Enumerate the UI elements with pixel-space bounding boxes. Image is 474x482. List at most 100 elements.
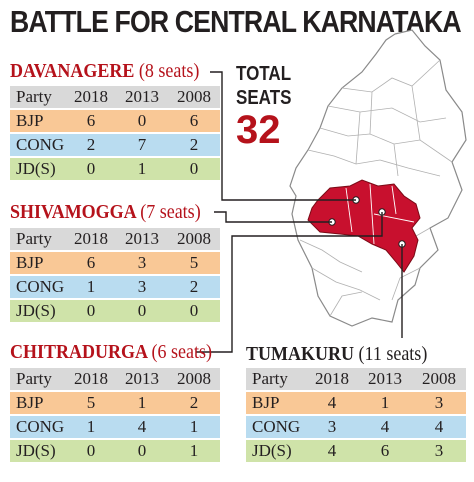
header-cell: 2018 [66,86,116,108]
seat-cell: 6 [358,440,412,462]
table-row-bjp: BJP 5 1 2 [10,392,220,414]
region-name: TUMAKURU [246,343,354,365]
seat-cell: 1 [66,416,116,438]
table-row-bjp: BJP 4 1 3 [246,392,466,414]
seat-cell: 0 [116,440,168,462]
table-row-cong: CONG 2 7 2 [10,134,220,156]
party-cell: BJP [246,392,306,414]
results-table-shivamogga: Party 2018 2013 2008 BJP 6 3 5 CONG 1 3 … [10,226,220,324]
party-cell: JD(S) [10,300,66,322]
header-cell: 2008 [168,86,220,108]
seat-cell: 0 [66,440,116,462]
region-name: DAVANAGERE [10,60,135,82]
page-title: BATTLE FOR CENTRAL KARNATAKA [10,4,462,39]
region-title-chitradurga: CHITRADURGA (6 seats) [10,341,212,364]
seat-cell: 0 [116,110,168,132]
header-cell: 2013 [116,228,168,250]
leader-line-chitradurga [196,212,383,353]
leader-line-shivamogga [214,211,332,223]
seat-cell: 5 [168,252,220,274]
party-cell: CONG [10,276,66,298]
results-table-davanagere: Party 2018 2013 2008 BJP 6 0 6 CONG 2 7 … [10,84,220,182]
seat-cell: 2 [168,392,220,414]
region-title-shivamogga: SHIVAMOGGA (7 seats) [10,201,201,224]
total-label-line-2: SEATS [236,87,292,109]
party-cell: CONG [246,416,306,438]
seat-cell: 0 [66,300,116,322]
header-cell: 2013 [116,86,168,108]
table-row-jds: JD(S) 0 1 0 [10,158,220,180]
seat-cell: 1 [116,158,168,180]
header-cell: 2008 [168,368,220,390]
table-row-jds: JD(S) 0 0 0 [10,300,220,322]
seat-cell: 4 [412,416,466,438]
header-cell: 2018 [66,368,116,390]
district-markers [328,196,406,248]
header-cell: Party [10,228,66,250]
region-title-tumakuru: TUMAKURU (11 seats) [246,343,427,366]
seat-cell: 1 [66,276,116,298]
total-seats-label: TOTAL SEATS [236,62,291,110]
seat-cell: 3 [412,440,466,462]
seat-cell: 1 [116,392,168,414]
table-row-jds: JD(S) 0 0 1 [10,440,220,462]
region-name: SHIVAMOGGA [10,201,136,223]
table-header-row: Party 2018 2013 2008 [10,228,220,250]
leader-line-davanagere [210,71,356,201]
party-cell: BJP [10,252,66,274]
seat-cell: 1 [358,392,412,414]
seat-cell: 4 [306,392,358,414]
district-borders [299,59,453,317]
seat-cell: 2 [168,276,220,298]
seat-cell: 7 [116,134,168,156]
party-cell: BJP [10,392,66,414]
seat-cell: 3 [116,252,168,274]
party-cell: BJP [10,110,66,132]
header-cell: 2013 [116,368,168,390]
region-title-davanagere: DAVANAGERE (8 seats) [10,60,199,83]
table-row-cong: CONG 1 4 1 [10,416,220,438]
seat-cell: 4 [358,416,412,438]
header-cell: 2008 [412,368,466,390]
seat-cell: 0 [116,300,168,322]
party-cell: JD(S) [246,440,306,462]
seat-cell: 2 [66,134,116,156]
seat-cell: 6 [168,110,220,132]
party-cell: CONG [10,416,66,438]
table-row-bjp: BJP 6 0 6 [10,110,220,132]
state-outline [289,29,467,327]
header-cell: 2008 [168,228,220,250]
results-table-chitradurga: Party 2018 2013 2008 BJP 5 1 2 CONG 1 4 … [10,366,220,464]
header-cell: 2018 [66,228,116,250]
region-seats: (7 seats) [140,201,201,223]
seat-cell: 6 [66,110,116,132]
seat-cell: 5 [66,392,116,414]
total-label-line-1: TOTAL [236,63,292,85]
seat-cell: 1 [168,416,220,438]
seat-cell: 2 [168,134,220,156]
header-cell: 2013 [358,368,412,390]
seat-cell: 3 [412,392,466,414]
seat-cell: 3 [116,276,168,298]
header-cell: 2018 [306,368,358,390]
seat-cell: 0 [66,158,116,180]
party-cell: JD(S) [10,440,66,462]
table-row-cong: CONG 1 3 2 [10,276,220,298]
seat-cell: 4 [306,440,358,462]
seat-cell: 6 [66,252,116,274]
seat-cell: 1 [168,440,220,462]
header-cell: Party [246,368,306,390]
header-cell: Party [10,368,66,390]
seat-cell: 3 [306,416,358,438]
region-seats: (6 seats) [151,341,213,363]
seat-cell: 0 [168,300,220,322]
table-row-bjp: BJP 6 3 5 [10,252,220,274]
table-row-jds: JD(S) 4 6 3 [246,440,466,462]
region-seats: (8 seats) [138,60,200,82]
central-districts-highlight [307,179,421,273]
region-name: CHITRADURGA [10,341,148,363]
party-cell: CONG [10,134,66,156]
region-seats: (11 seats) [358,343,428,365]
leader-lines [196,71,403,353]
